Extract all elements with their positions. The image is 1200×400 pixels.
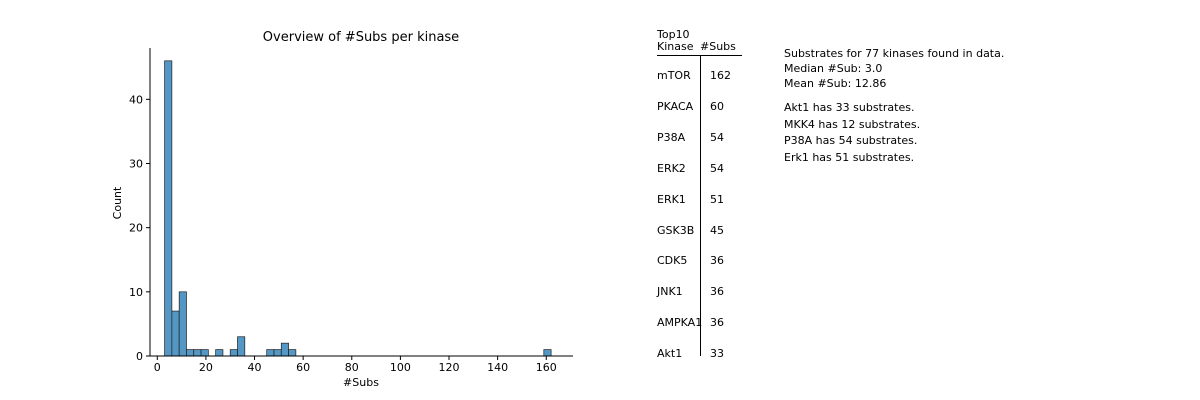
- x-tick-label: 60: [296, 361, 310, 374]
- y-tick-label: 30: [129, 158, 143, 171]
- histogram-bar: [229, 349, 238, 357]
- kinase-name: AMPKA1: [657, 316, 703, 330]
- y-tick-label: 20: [129, 222, 143, 235]
- kinase-name: CDK5: [657, 254, 688, 268]
- x-axis-label: #Subs: [343, 376, 379, 389]
- kinase-name: Akt1: [657, 347, 683, 361]
- kinase-substrate-line: Erk1 has 51 substrates.: [784, 151, 915, 165]
- x-tick-label: 100: [390, 361, 411, 374]
- top10-row: ERK2 54: [657, 162, 767, 176]
- top10-header-rule: [657, 55, 742, 56]
- substrate-count: 54: [710, 161, 724, 175]
- y-tick-label: 0: [136, 350, 143, 363]
- summary-line: Median #Sub: 3.0: [784, 62, 883, 75]
- histogram-bar: [288, 349, 297, 357]
- histogram-bar: [171, 310, 180, 357]
- y-axis-ticks: 0 10 20 30 40: [129, 93, 150, 363]
- header-subs: #Subs: [700, 40, 736, 53]
- top10-row: GSK3B 45: [657, 224, 767, 238]
- top10-row: P38A 54: [657, 131, 767, 145]
- histogram-bar: [200, 349, 209, 357]
- top10-row: ERK1 51: [657, 193, 767, 207]
- summary-line: Mean #Sub: 12.86: [784, 77, 887, 90]
- y-axis-label: Count: [111, 186, 124, 219]
- substrate-count: 36: [710, 316, 724, 330]
- kinase-name: P38A: [657, 130, 686, 144]
- histogram-bar: [178, 291, 187, 357]
- top10-column-divider: [700, 56, 701, 356]
- chart-title: Overview of #Subs per kinase: [263, 30, 459, 45]
- top10-header: Kinase #Subs: [657, 41, 747, 53]
- histogram-bar: [186, 349, 195, 357]
- kinase-name: ERK1: [657, 192, 686, 206]
- kinase-substrate-line: P38A has 54 substrates.: [784, 134, 918, 148]
- kinase-substrate-line: Akt1 has 33 substrates.: [784, 101, 915, 114]
- histogram-chart: Overview of #Subs per kinase 0 20 40 60 80 10…: [111, 30, 573, 389]
- kinase-name: GSK3B: [657, 223, 695, 237]
- substrate-count: 36: [710, 254, 724, 268]
- substrate-count: 45: [710, 223, 724, 237]
- x-tick-label: 40: [248, 361, 262, 374]
- histogram-bars: [164, 60, 552, 357]
- top10-row: AMPKA1 36: [657, 316, 767, 330]
- x-tick-label: 160: [536, 361, 557, 374]
- substrate-count: 60: [710, 99, 724, 113]
- substrate-count: 33: [710, 347, 724, 361]
- top10-caption: Top10: [657, 28, 690, 41]
- histogram-bar: [164, 60, 173, 357]
- kinase-name: ERK2: [657, 161, 686, 175]
- x-tick-label: 120: [439, 361, 460, 374]
- y-tick-label: 10: [129, 286, 143, 299]
- top10-row: PKACA 60: [657, 100, 767, 114]
- top10-row: JNK1 36: [657, 285, 767, 299]
- x-axis-ticks: 0 20 40 60 80 100 120 140 160: [154, 356, 557, 374]
- top10-row: mTOR 162: [657, 69, 767, 83]
- summary-panel: Substrates for 77 kinases found in data.…: [784, 46, 1004, 167]
- histogram-bar: [266, 349, 275, 357]
- header-kinase: Kinase: [657, 40, 694, 53]
- x-tick-label: 0: [154, 361, 161, 374]
- kinase-name: PKACA: [657, 99, 694, 113]
- substrate-count: 162: [710, 69, 731, 82]
- top10-row: CDK5 36: [657, 254, 767, 268]
- histogram-bar: [543, 349, 552, 357]
- y-tick-label: 40: [129, 93, 143, 106]
- x-tick-label: 20: [199, 361, 213, 374]
- substrate-count: 54: [710, 130, 724, 144]
- x-tick-label: 80: [345, 361, 359, 374]
- x-tick-label: 140: [487, 361, 508, 374]
- substrate-count: 51: [710, 192, 724, 206]
- top10-row: Akt1 33: [657, 347, 767, 361]
- top10-table: Top10 Kinase #Subs mTOR 162 PKACA 60 P38A 54 E…: [657, 28, 747, 360]
- kinase-substrate-line: MKK4 has 12 substrates.: [784, 117, 921, 131]
- histogram-bar: [280, 342, 289, 357]
- summary-line: Substrates for 77 kinases found in data.: [784, 47, 1005, 60]
- kinase-name: mTOR: [657, 69, 691, 82]
- substrate-count: 36: [710, 285, 724, 299]
- histogram-bar: [237, 336, 246, 357]
- histogram-bar: [215, 349, 224, 357]
- histogram-bar: [193, 349, 202, 357]
- histogram-bar: [273, 349, 282, 357]
- kinase-name: JNK1: [657, 285, 683, 299]
